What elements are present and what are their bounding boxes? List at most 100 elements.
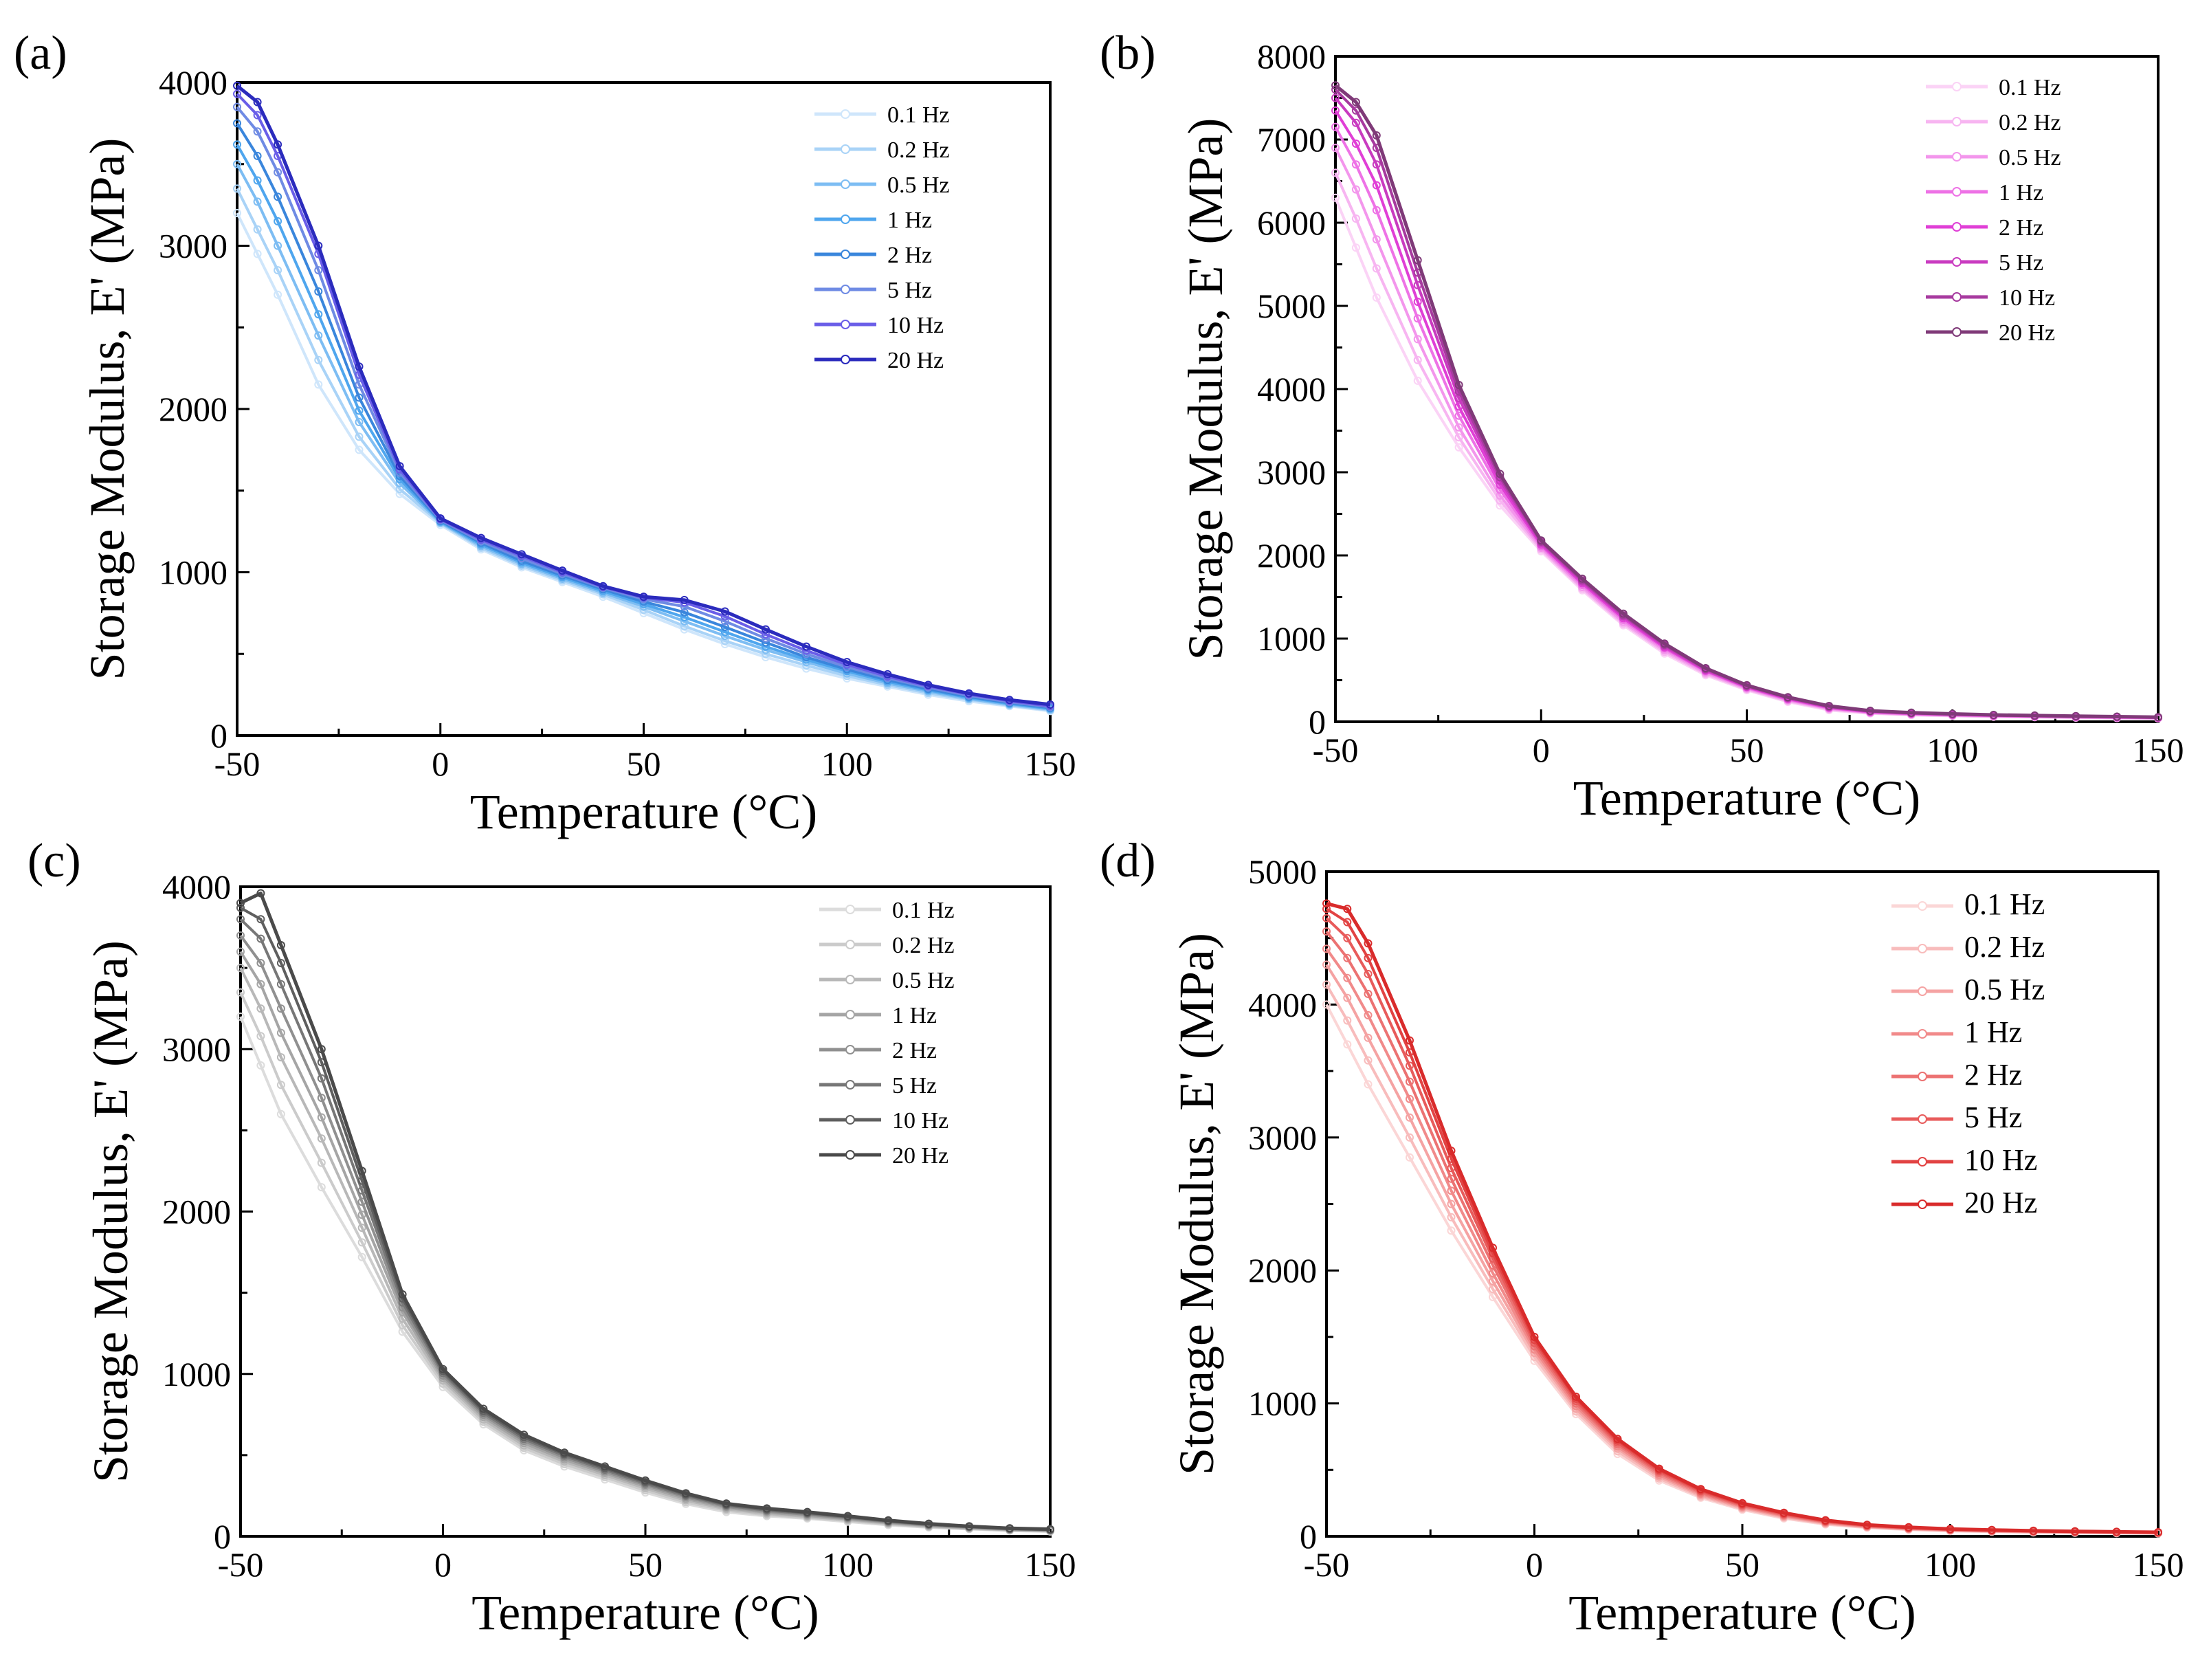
data-point — [1454, 381, 1463, 389]
data-point — [233, 209, 241, 217]
data-point — [256, 1032, 265, 1041]
data-point — [1537, 536, 1546, 545]
legend-label: 2 Hz — [1999, 215, 2043, 241]
legend: 0.1 Hz 0.2 Hz 0.5 Hz 1 Hz 2 Hz 5 Hz 10 Hz 20 Hz — [814, 102, 950, 373]
data-point — [639, 593, 648, 601]
legend-item: 0.1 Hz — [1891, 887, 2045, 921]
legend-item: 2 Hz — [814, 243, 932, 268]
data-point — [1322, 980, 1331, 989]
y-tick-label: 3000 — [1257, 453, 1326, 491]
data-point — [1447, 1226, 1456, 1235]
data-point — [236, 988, 245, 997]
legend-label: 5 Hz — [1964, 1101, 2022, 1134]
legend-swatch-marker — [1918, 1072, 1927, 1081]
data-point — [1738, 1499, 1746, 1507]
data-point — [720, 623, 729, 632]
data-point — [1863, 1521, 1872, 1529]
data-point — [722, 1499, 731, 1508]
legend-swatch-marker — [845, 1045, 855, 1054]
data-point — [1489, 1244, 1497, 1252]
data-point — [1372, 235, 1381, 244]
series-line — [1325, 917, 2159, 1534]
data-point — [1948, 709, 1957, 718]
data-point — [1572, 1392, 1580, 1401]
series-line — [236, 188, 1051, 712]
data-point — [1364, 1080, 1373, 1089]
legend-label: 5 Hz — [1999, 250, 2043, 276]
data-point — [357, 1238, 366, 1247]
y-axis-title: Storage Modulus, E' (MPa) — [1169, 933, 1224, 1475]
data-point — [1331, 168, 1340, 177]
data-point — [1907, 708, 1916, 717]
series-line — [1325, 964, 2159, 1535]
data-point — [1779, 1508, 1788, 1517]
series-20-Hz — [1331, 81, 2162, 722]
legend-swatch-marker — [1952, 82, 1962, 91]
series-10-Hz — [236, 903, 1054, 1534]
legend-item: 0.5 Hz — [819, 968, 955, 993]
data-point — [233, 102, 241, 111]
data-point — [1406, 1036, 1414, 1045]
legend-label: 0.2 Hz — [1964, 930, 2045, 964]
legend-item: 0.1 Hz — [814, 102, 950, 128]
data-point — [233, 159, 241, 168]
legend-item: 20 Hz — [1926, 320, 2055, 346]
data-point — [1866, 707, 1875, 715]
data-point — [355, 418, 364, 426]
y-tick-label: 1000 — [162, 1355, 231, 1393]
data-point — [1343, 1040, 1352, 1049]
data-point — [1364, 953, 1373, 962]
y-tick-label: 3000 — [1248, 1118, 1317, 1157]
data-point — [274, 192, 282, 201]
legend-swatch-marker — [845, 975, 855, 984]
legend: 0.1 Hz 0.2 Hz 0.5 Hz 1 Hz 2 Hz 5 Hz 10 Hz 20 Hz — [1926, 75, 2061, 346]
data-point — [256, 1004, 265, 1013]
data-point — [1406, 1153, 1414, 1162]
x-tick-label: 100 — [822, 1545, 874, 1584]
data-point — [518, 550, 526, 559]
data-point — [355, 445, 364, 454]
legend-label: 0.2 Hz — [887, 137, 950, 163]
data-point — [317, 1094, 326, 1103]
data-point — [256, 980, 265, 988]
data-point — [1946, 1525, 1955, 1534]
data-point — [476, 533, 485, 542]
data-point — [1331, 81, 1340, 90]
series-0_2-Hz — [236, 988, 1054, 1536]
data-point — [1006, 1524, 1014, 1533]
data-point — [1406, 1113, 1414, 1122]
legend-label: 0.5 Hz — [892, 968, 955, 993]
data-point — [2154, 1528, 2162, 1536]
y-tick-label: 7000 — [1257, 120, 1326, 159]
y-tick-label: 4000 — [1257, 370, 1326, 408]
data-point — [233, 81, 241, 90]
legend-swatch-marker — [1952, 327, 1962, 337]
y-axis-title: Storage Modulus, E' (MPa) — [83, 940, 138, 1483]
legend-swatch-marker — [841, 179, 850, 189]
legend-item: 0.5 Hz — [1891, 973, 2045, 1006]
data-point — [1351, 214, 1360, 223]
legend-swatch-marker — [841, 109, 850, 119]
y-tick-label: 5000 — [1257, 287, 1326, 325]
legend-swatch-marker — [1952, 117, 1962, 126]
data-point — [558, 566, 567, 575]
legend-item: 10 Hz — [1926, 285, 2055, 311]
data-point — [236, 915, 245, 924]
data-point — [1406, 1061, 1414, 1070]
data-point — [1905, 1523, 1913, 1532]
x-axis-title: Temperature (°C) — [1573, 771, 1921, 826]
data-point — [1372, 264, 1381, 273]
data-point — [1372, 181, 1381, 190]
data-point — [439, 1364, 447, 1373]
series-line — [1334, 84, 2159, 719]
x-tick-label: 100 — [1927, 731, 1978, 769]
legend-item: 0.1 Hz — [819, 898, 955, 923]
data-point — [1331, 93, 1340, 102]
legend-swatch-marker — [841, 320, 850, 329]
data-point — [720, 637, 729, 645]
data-point — [1613, 1435, 1622, 1444]
x-tick-label: 50 — [627, 744, 661, 783]
data-point — [314, 241, 323, 250]
data-point — [2072, 711, 2080, 720]
legend-item: 5 Hz — [819, 1073, 937, 1098]
